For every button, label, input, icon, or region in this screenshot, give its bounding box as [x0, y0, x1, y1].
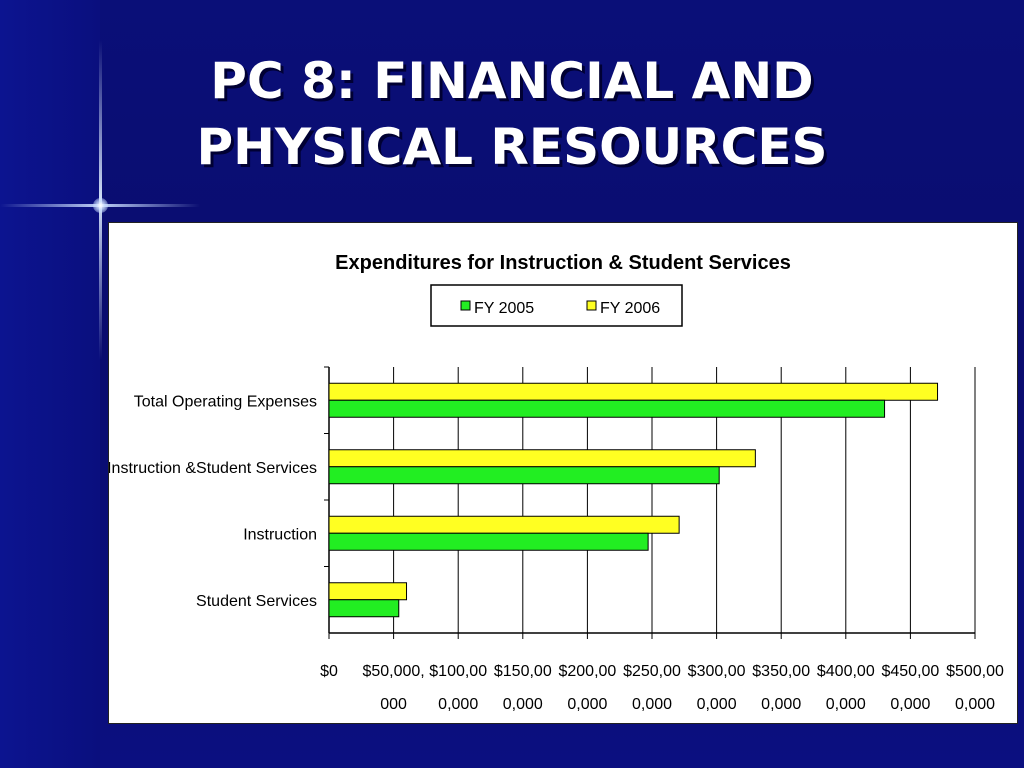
x-tick-label: $400,00: [817, 663, 875, 680]
bar-fy2005: [328, 399, 886, 418]
legend-swatch-fy2005: [460, 300, 471, 311]
sparkle-star-icon: [93, 198, 108, 213]
bar-fy2006: [328, 382, 939, 401]
x-tick-label: $200,00: [558, 663, 616, 680]
y-category-label: Student Services: [196, 593, 317, 610]
legend-swatch-fy2006: [586, 300, 597, 311]
x-tick-label: $300,00: [688, 663, 746, 680]
x-tick-label: $0: [320, 663, 338, 680]
x-tick-label: 0,000: [503, 696, 543, 713]
legend-label-fy2005: FY 2005: [474, 300, 534, 317]
x-tick-label: 0,000: [826, 696, 866, 713]
x-tick-label: $250,00: [623, 663, 681, 680]
legend-label-fy2006: FY 2006: [600, 300, 660, 317]
x-tick-label: 0,000: [890, 696, 930, 713]
legend: FY 2005 FY 2006: [430, 284, 683, 327]
chart-title: Expenditures for Instruction & Student S…: [335, 252, 791, 274]
bar-fy2005: [328, 599, 400, 618]
bar-fy2005: [328, 532, 649, 551]
y-category-label: Total Operating Expenses: [134, 393, 317, 410]
bar-fy2006: [328, 449, 756, 468]
x-tick-label: $50,000,: [362, 663, 424, 680]
x-tick-label: 0,000: [955, 696, 995, 713]
x-tick-label: 0,000: [697, 696, 737, 713]
y-category-label: Instruction: [243, 526, 317, 543]
x-tick-label: $350,00: [752, 663, 810, 680]
left-accent-band: [0, 0, 100, 768]
x-tick-label: 0,000: [438, 696, 478, 713]
x-tick-label: 0,000: [632, 696, 672, 713]
chart-panel: Expenditures for Instruction & Student S…: [108, 222, 1018, 724]
legend-box: [430, 284, 683, 327]
slide-title-line2: PHYSICAL RESOURCES: [196, 118, 828, 176]
x-tick-label: 000: [380, 696, 407, 713]
slide-title-line1: PC 8: FINANCIAL AND: [210, 52, 814, 110]
bar-fy2006: [328, 582, 408, 601]
x-tick-label: 0,000: [761, 696, 801, 713]
bar-fy2006: [328, 515, 680, 534]
x-tick-label: $500,00: [946, 663, 1004, 680]
x-tick-label: $450,00: [881, 663, 939, 680]
y-category-label: Instruction &Student Services: [109, 460, 317, 477]
bar-fy2005: [328, 466, 720, 485]
x-tick-label: $150,00: [494, 663, 552, 680]
x-tick-label: $100,00: [429, 663, 487, 680]
plot-area: $0 $50,000, 000 $100,00 0,000 $150,00 0,000 $20…: [109, 366, 1004, 713]
x-tick-label: 0,000: [567, 696, 607, 713]
bar-chart: Expenditures for Instruction & Student S…: [109, 252, 1004, 713]
slide-title: PC 8: FINANCIAL AND PHYSICAL RESOURCES: [100, 48, 924, 180]
